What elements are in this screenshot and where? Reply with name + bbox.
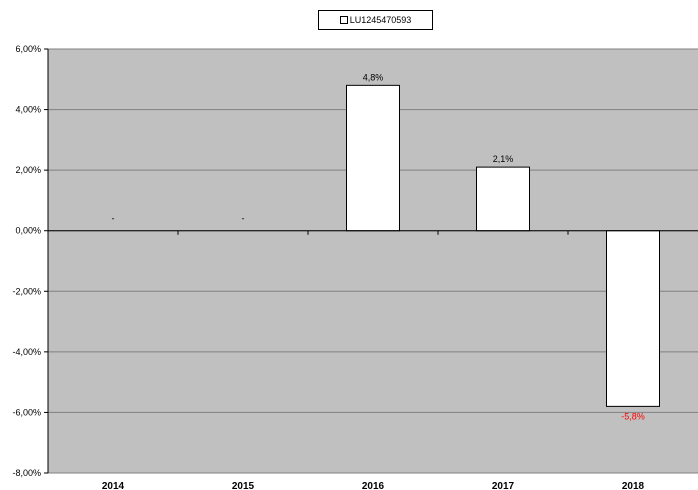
x-tick-label: 2014 <box>102 481 125 490</box>
bar <box>346 84 400 232</box>
data-label: - <box>112 214 115 224</box>
y-tick-label: 4,00% <box>15 105 41 115</box>
x-tick-label: 2015 <box>232 481 255 490</box>
legend-swatch <box>339 16 348 24</box>
y-tick-label: -6,00% <box>12 407 41 417</box>
y-tick-label: -4,00% <box>12 347 41 357</box>
bar <box>476 166 530 232</box>
axes <box>44 48 698 474</box>
y-tick-labels: 6,00% 4,00% 2,00% 0,00% -2,00% -4,00% -6,00% -8… <box>12 44 41 478</box>
y-tick-label: -8,00% <box>12 468 41 478</box>
data-label: -5,8% <box>621 411 645 421</box>
data-label: - <box>242 214 245 224</box>
x-tick-labels: 2014 2015 2016 2017 2018 <box>102 481 645 490</box>
x-tick-label: 2017 <box>492 481 515 490</box>
y-tick-label: 0,00% <box>15 226 41 236</box>
y-tick-label: 6,00% <box>15 44 41 54</box>
legend-label: LU1245470593 <box>349 15 412 25</box>
data-label: 2,1% <box>493 154 514 164</box>
x-tick-label: 2016 <box>362 481 385 490</box>
y-tick-label: -2,00% <box>12 286 41 296</box>
data-label: 4,8% <box>363 72 384 82</box>
bars <box>346 84 660 407</box>
y-tick-label: 2,00% <box>15 165 41 175</box>
x-tick-label: 2018 <box>622 481 645 490</box>
data-labels: - - 4,8% 2,1% -5,8% <box>112 72 645 421</box>
legend: LU1245470593 <box>318 10 433 30</box>
bar <box>606 230 660 407</box>
